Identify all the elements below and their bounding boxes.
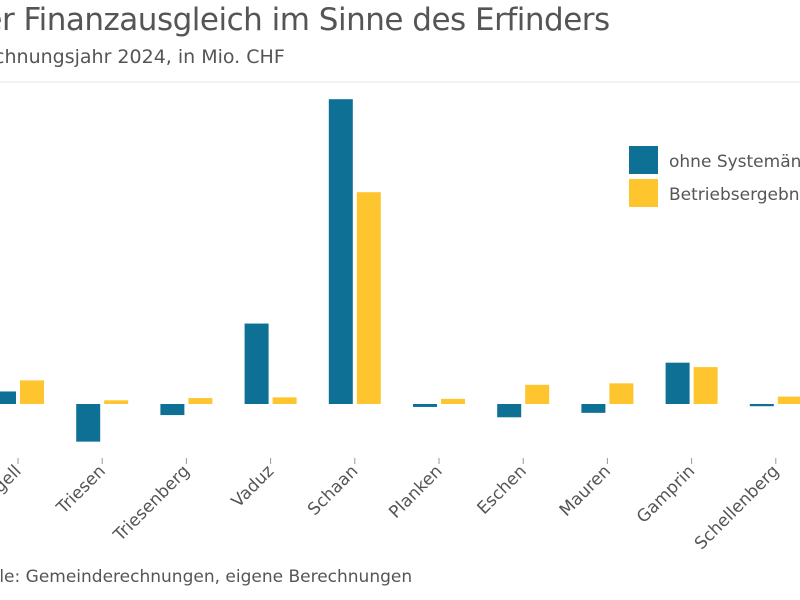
bar-vaduz-series-1 — [244, 323, 269, 404]
bar-eschen-series-2 — [525, 384, 550, 404]
legend-label-1: ohne Systemänderung — [669, 152, 800, 172]
bar-gamprin-series-2 — [693, 367, 718, 404]
bar-triesen-series-2 — [104, 400, 129, 404]
legend-label-2: Betriebsergebnis — [669, 185, 800, 205]
bar-eschen-series-1 — [497, 404, 522, 418]
x-tick-label: Triesen — [52, 461, 109, 518]
legend-swatch-1 — [629, 146, 658, 174]
bar-mauren-series-1 — [581, 404, 606, 413]
x-tick-label: Planken — [385, 461, 446, 522]
x-tick-label: Schellenberg — [691, 461, 783, 553]
chart-subtitle: Rechnungsjahr 2024, in Mio. CHF — [0, 46, 285, 68]
bar-planken-series-2 — [441, 398, 465, 404]
bar-ruggell-series-1 — [0, 391, 16, 404]
x-tick-label: Triesenberg — [109, 461, 194, 546]
x-tick-label: Eschen — [473, 461, 530, 518]
bar-mauren-series-2 — [609, 383, 634, 404]
x-tick-label: Schaan — [304, 461, 362, 519]
bar-schaan-series-1 — [328, 99, 353, 405]
bar-planken-series-1 — [413, 404, 437, 407]
x-tick-label: Mauren — [556, 461, 615, 520]
x-tick-label: Vaduz — [228, 461, 278, 511]
x-tick-label: Ruggell — [0, 461, 26, 520]
x-tick-label: Gamprin — [633, 461, 699, 527]
bar-gamprin-series-1 — [665, 362, 690, 404]
bar-ruggell-series-2 — [20, 380, 44, 404]
bar-triesenberg-series-1 — [160, 404, 185, 416]
bar-vaduz-series-2 — [272, 397, 297, 404]
bar-triesen-series-1 — [76, 404, 101, 442]
chart-caption: Quelle: Gemeinderechnungen, eigene Berec… — [0, 567, 413, 587]
bar-schellenberg-series-2 — [777, 396, 800, 404]
chart-title: Der Finanzausgleich im Sinne des Erfinde… — [0, 2, 610, 38]
bar-triesenberg-series-2 — [188, 398, 213, 404]
legend-swatch-2 — [629, 179, 658, 207]
bar-schellenberg-series-1 — [749, 404, 774, 407]
bar-schaan-series-2 — [356, 192, 381, 404]
